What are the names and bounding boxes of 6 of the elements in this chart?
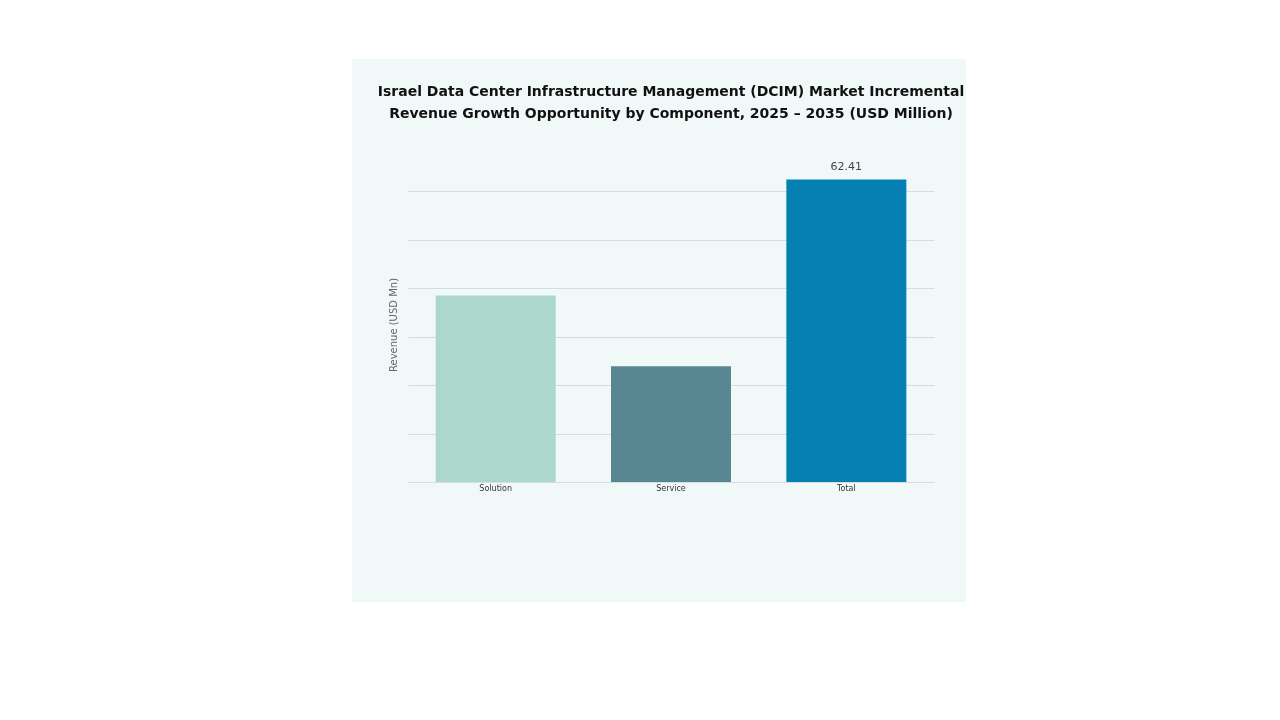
x-tick-label: Total (835, 483, 856, 493)
y-axis-title: Revenue (USD Mn) (387, 277, 399, 373)
chart-title: Israel Data Center Infrastructure Management (DCIM) Market Incremental Revenue Growth Opportunity by Component, 2025 – 2035 (USD Million) (377, 82, 965, 121)
data-label: 62.41 (830, 159, 863, 173)
x-tick-label: Solution (479, 483, 512, 493)
x-tick-label: Service (656, 483, 686, 493)
